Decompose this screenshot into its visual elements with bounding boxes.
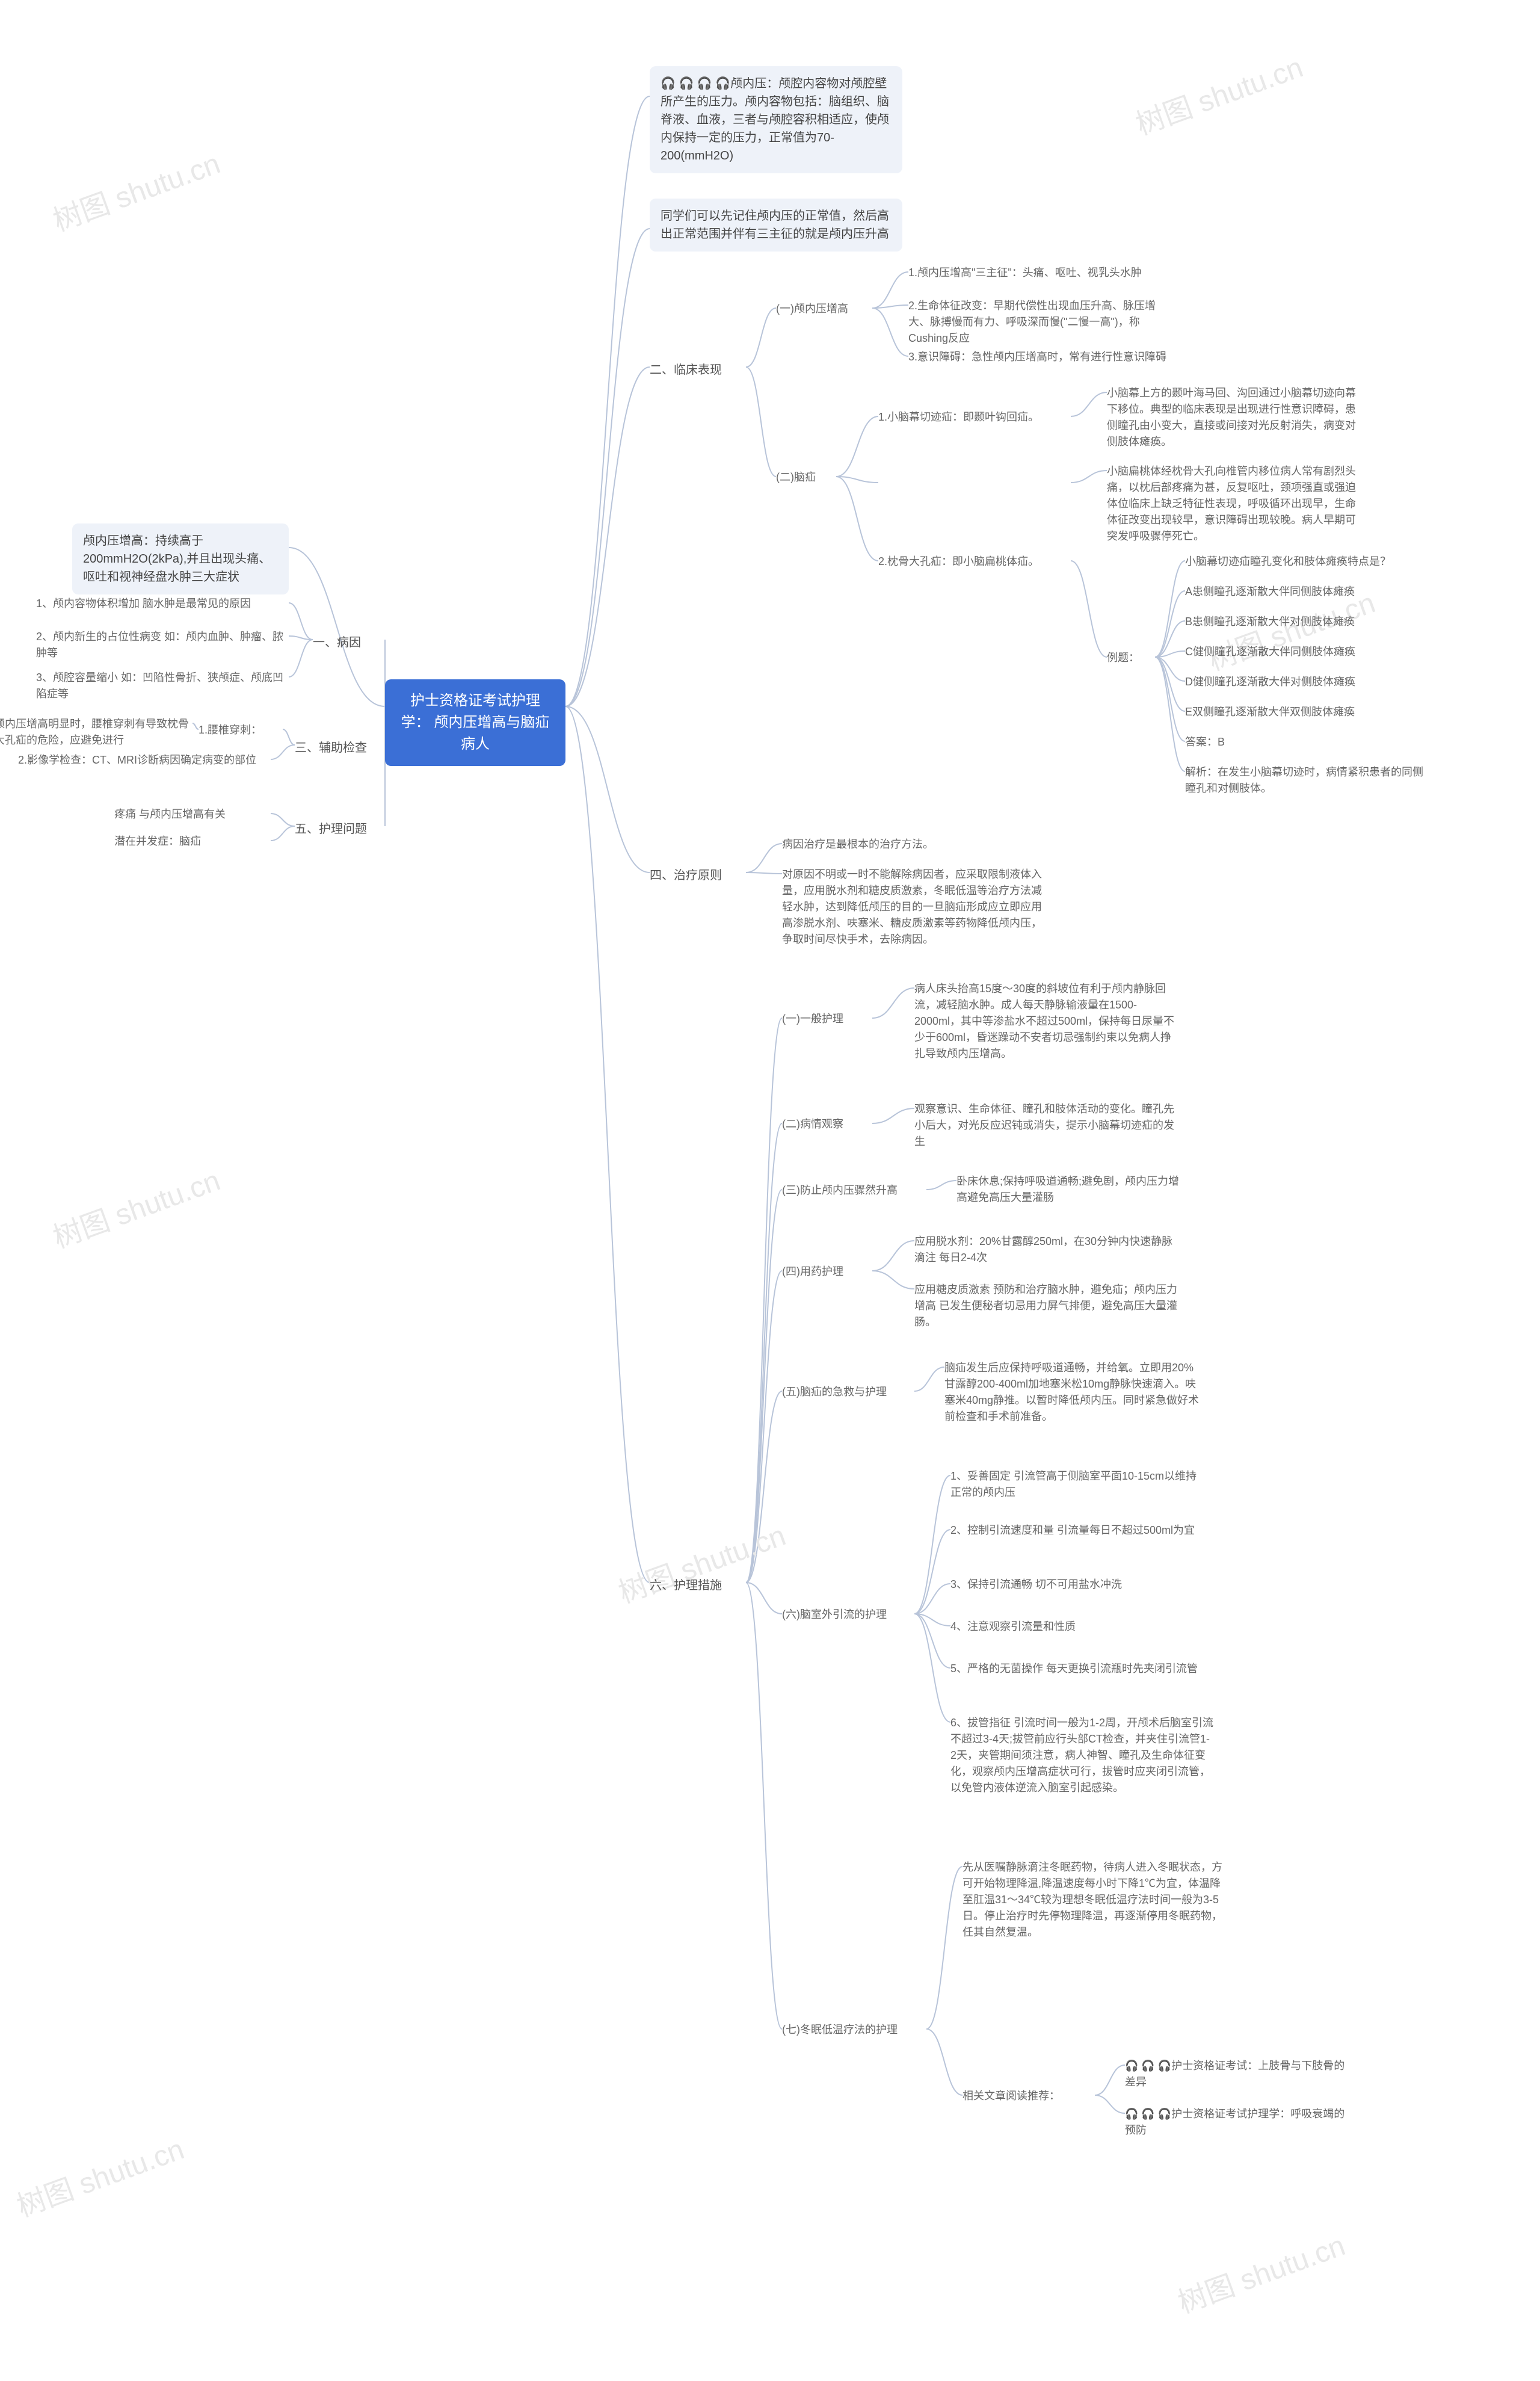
leaf-node: 观察意识、生命体征、瞳孔和肢体活动的变化。瞳孔先小后大，对光反应迟钝或消失，提示… [914,1101,1179,1150]
sub-node: (二)病情观察 [782,1116,872,1132]
leaf-node: 2、控制引流速度和量 引流量每日不超过500ml为宜 [950,1522,1203,1539]
leaf-node: 答案：B [1185,734,1426,750]
watermark: 树图 shutu.cn [1129,43,1308,143]
sub-node: (三)防止颅内压骤然升高 [782,1182,926,1199]
leaf-node: 2.生命体征改变：早期代偿性出现血压升高、脉压增大、脉搏慢而有力、呼吸深而慢("… [908,298,1167,347]
leaf-node: 1.颅内压增高"三主征"：头痛、呕吐、视乳头水肿 [908,265,1167,281]
leaf-node: E双侧瞳孔逐渐散大伴双侧肢体瘫痪 [1185,704,1426,720]
branch-label: 二、临床表现 [650,361,746,379]
leaf-node: 应用脱水剂：20%甘露醇250ml，在30分钟内快速静脉滴注 每日2-4次 [914,1234,1179,1266]
leaf-node: 解析：在发生小脑幕切迹时，病情紧积患者的同侧瞳孔和对侧肢体。 [1185,764,1426,797]
leaf-node: 小脑幕切迹疝瞳孔变化和肢体瘫痪特点是？ [1185,554,1426,570]
left-intro: 颅内压增高：持续高于200mmH2O(2kPa),并且出现头痛、呕吐和视神经盘水… [72,523,289,594]
watermark: 树图 shutu.cn [10,2125,189,2225]
leaf-node: 1、妥善固定 引流管高于侧脑室平面10-15cm以维持正常的颅内压 [950,1468,1203,1501]
leaf-node: 5、严格的无菌操作 每天更换引流瓶时先夹闭引流管 [950,1661,1203,1677]
leaf-node: D健侧瞳孔逐渐散大伴对侧肢体瘫痪 [1185,674,1426,690]
leaf-node: 脑疝发生后应保持呼吸道通畅，并给氧。立即用20%甘露醇200-400ml加地塞米… [944,1360,1203,1425]
leaf-node: C健侧瞳孔逐渐散大伴同侧肢体瘫痪 [1185,644,1426,660]
leaf-node: 1.腰椎穿刺： [199,722,283,738]
root-node: 护士资格证考试护理学： 颅内压增高与脑疝病人 [385,679,565,766]
leaf-node: 例题： [1107,650,1155,666]
sub-node: (七)冬眠低温疗法的护理 [782,2022,926,2038]
sub-node: (四)用药护理 [782,1264,872,1280]
sub-node: (二)脑疝 [776,469,836,486]
watermark: 树图 shutu.cn [1171,2222,1350,2321]
leaf-node: 4、注意观察引流量和性质 [950,1619,1203,1635]
leaf-node: 2、颅内新生的占位性病变 如：颅内血肿、肿瘤、脓肿等 [36,629,289,661]
sub-node: 病因治疗是最根本的治疗方法。 [782,836,1035,853]
watermark: 树图 shutu.cn [612,1512,790,1611]
branch-label: 四、治疗原则 [650,866,746,885]
leaf-node: B患侧瞳孔逐渐散大伴对侧肢体瘫痪 [1185,614,1426,630]
leaf-node: 3、保持引流通畅 切不可用盐水冲洗 [950,1577,1203,1593]
leaf-node: 2.影像学检查：CT、MRI诊断病因确定病变的部位 [18,752,271,768]
leaf-node: 1、颅内容物体积增加 脑水肿是最常见的原因 [36,596,289,612]
leaf-node: 小脑扁桃体经枕骨大孔向椎管内移位病人常有剧烈头痛，以枕后部疼痛为甚，反复呕吐，颈… [1107,463,1360,545]
leaf-node: 卧床休息;保持呼吸道通畅;避免剧，颅内压力增高避免高压大量灌肠 [956,1173,1185,1206]
sub-node: (五)脑疝的急救与护理 [782,1384,914,1400]
definition-node: 同学们可以先记住颅内压的正常值，然后高出正常范围并伴有三主征的就是颅内压升高 [650,199,902,252]
leaf-node: 6、拔管指征 引流时间一般为1-2周，开颅术后脑室引流不超过3-4天;拔管前应行… [950,1715,1215,1796]
sub-node: (一)一般护理 [782,1011,872,1027]
leaf-node: 🎧 🎧 🎧护士资格证考试：上肢骨与下肢骨的差异 [1125,2058,1354,2090]
leaf-node: 疼痛 与颅内压增高有关 [114,806,271,823]
sub-node: (一)颅内压增高 [776,301,872,317]
leaf-node: 3、颅腔容量缩小 如：凹陷性骨折、狭颅症、颅底凹陷症等 [36,670,289,702]
leaf-node: 1.小脑幕切迹疝：即颞叶钩回疝。 [878,409,1071,425]
leaf-node: 小脑幕上方的颞叶海马回、沟回通过小脑幕切迹向幕下移位。典型的临床表现是出现进行性… [1107,385,1360,450]
leaf-node: 病人床头抬高15度～30度的斜坡位有利于颅内静脉回流，减轻脑水肿。成人每天静脉输… [914,981,1179,1062]
leaf-node: 颅内压增高明显时，腰椎穿刺有导致枕骨大孔疝的危险，应避免进行 [0,716,192,749]
watermark: 树图 shutu.cn [46,1157,225,1256]
leaf-node: 先从医嘱静脉滴注冬眠药物，待病人进入冬眠状态，方可开始物理降温,降温速度每小时下… [962,1859,1227,1941]
branch-label: 一、病因 [313,634,385,652]
leaf-node: 3.意识障碍：急性颅内压增高时，常有进行性意识障碍 [908,349,1167,365]
leaf-node: 潜在并发症：脑疝 [114,833,271,850]
branch-label: 五、护理问题 [295,820,385,838]
leaf-node: 2.枕骨大孔疝：即小脑扁桃体疝。 [878,554,1071,570]
leaf-node: 应用糖皮质激素 预防和治疗脑水肿，避免疝；颅内压力增高 已发生便秘者切忌用力屏气… [914,1282,1179,1330]
branch-label: 三、辅助检查 [295,739,385,757]
sub-node: (六)脑室外引流的护理 [782,1607,914,1623]
branch-label: 六、护理措施 [650,1577,746,1595]
definition-node: 🎧 🎧 🎧 🎧颅内压：颅腔内容物对颅腔壁所产生的压力。颅内容物包括：脑组织、脑脊… [650,66,902,173]
watermark: 树图 shutu.cn [46,140,225,239]
leaf-node: 相关文章阅读推荐： [962,2088,1095,2104]
leaf-node: A患侧瞳孔逐渐散大伴同侧肢体瘫痪 [1185,584,1426,600]
leaf-node: 🎧 🎧 🎧护士资格证考试护理学：呼吸衰竭的预防 [1125,2106,1354,2139]
sub-node: 对原因不明或一时不能解除病因者，应采取限制液体入量，应用脱水剂和糖皮质激素，冬眠… [782,866,1047,948]
